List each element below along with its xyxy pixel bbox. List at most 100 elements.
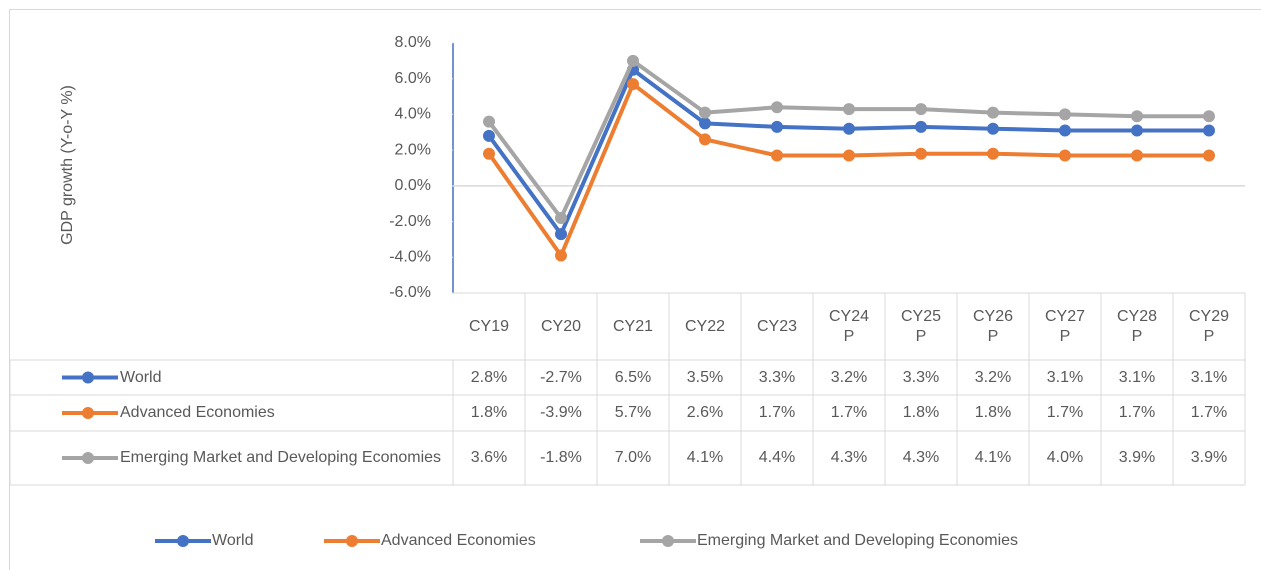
data-point bbox=[483, 147, 495, 160]
value-label: 1.8% bbox=[902, 404, 940, 421]
value-label: 3.1% bbox=[1118, 368, 1156, 386]
value-label: 3.3% bbox=[758, 368, 796, 386]
y-tick-label: -4.0% bbox=[389, 249, 431, 266]
data-point bbox=[1059, 124, 1071, 137]
value-label: 6.5% bbox=[614, 368, 652, 386]
value-label: -1.8% bbox=[540, 449, 582, 466]
data-point bbox=[843, 122, 855, 135]
data-point bbox=[699, 106, 711, 119]
data-point bbox=[555, 212, 567, 224]
data-point bbox=[915, 103, 927, 116]
data-point bbox=[915, 147, 927, 160]
data-point bbox=[1059, 149, 1071, 162]
data-point bbox=[915, 120, 927, 133]
y-tick-label: -2.0% bbox=[389, 213, 431, 230]
value-label: 3.3% bbox=[902, 368, 940, 386]
value-label: 3.9% bbox=[1118, 449, 1156, 466]
data-point bbox=[483, 115, 495, 128]
value-label: 2.8% bbox=[470, 368, 508, 386]
value-label: 1.7% bbox=[1046, 404, 1084, 421]
legend-label: World bbox=[212, 532, 254, 549]
value-label: 4.1% bbox=[686, 449, 724, 466]
data-point bbox=[987, 122, 999, 135]
y-tick-label: 6.0% bbox=[395, 70, 431, 87]
data-point bbox=[555, 249, 567, 262]
data-point bbox=[627, 54, 639, 67]
data-point bbox=[1203, 110, 1215, 123]
data-point bbox=[771, 120, 783, 133]
value-label: 4.3% bbox=[830, 449, 868, 466]
data-point bbox=[843, 103, 855, 116]
data-point bbox=[771, 101, 783, 114]
legend-key-marker bbox=[82, 452, 94, 464]
legend-label: Emerging Market and Developing Economies bbox=[697, 532, 1019, 549]
x-tick-label: CY20 bbox=[540, 317, 582, 335]
x-tick-label: CY28 P bbox=[1116, 307, 1158, 345]
x-tick-label: CY25 P bbox=[900, 307, 942, 345]
data-point bbox=[987, 106, 999, 119]
value-label: 3.1% bbox=[1046, 368, 1084, 386]
y-tick-label: 2.0% bbox=[395, 141, 431, 158]
value-label: 3.2% bbox=[830, 368, 868, 386]
data-point bbox=[699, 133, 711, 146]
x-tick-label: CY27 P bbox=[1044, 307, 1086, 345]
data-point bbox=[555, 228, 567, 241]
value-label: 1.7% bbox=[758, 404, 796, 421]
value-label: 4.0% bbox=[1046, 449, 1084, 466]
y-axis-title: GDP growth (Y-o-Y %) bbox=[59, 85, 76, 245]
legend-marker bbox=[662, 535, 674, 547]
value-label: 7.0% bbox=[614, 449, 652, 466]
y-tick-label: 4.0% bbox=[395, 106, 431, 123]
data-point bbox=[1203, 149, 1215, 162]
x-tick-label: CY24 P bbox=[828, 307, 870, 345]
data-point bbox=[987, 147, 999, 160]
data-point bbox=[1131, 149, 1143, 162]
value-label: 3.5% bbox=[686, 368, 724, 386]
row-label: Emerging Market and Developing Economies bbox=[120, 431, 451, 485]
value-label: 4.4% bbox=[758, 449, 796, 466]
value-label: 3.6% bbox=[470, 449, 508, 466]
row-label: World bbox=[120, 360, 451, 395]
series-name: World bbox=[120, 368, 162, 386]
y-tick-label: -6.0% bbox=[389, 284, 431, 301]
value-label: 4.3% bbox=[902, 449, 940, 466]
data-point bbox=[1203, 124, 1215, 137]
series-name: Advanced Economies bbox=[120, 404, 275, 421]
value-label: 4.1% bbox=[974, 449, 1012, 466]
value-label: 3.2% bbox=[974, 368, 1012, 386]
data-point bbox=[1131, 124, 1143, 137]
y-tick-label: 8.0% bbox=[395, 34, 431, 51]
value-label: 1.7% bbox=[1190, 404, 1228, 421]
legend-marker bbox=[346, 535, 358, 547]
x-tick-label: CY23 bbox=[756, 317, 798, 335]
value-label: 1.8% bbox=[470, 404, 508, 421]
value-label: 5.7% bbox=[614, 404, 652, 421]
value-label: 3.9% bbox=[1190, 449, 1228, 466]
series-name: Emerging Market and Developing Economies bbox=[120, 449, 442, 466]
series-line bbox=[487, 58, 1209, 220]
data-point bbox=[1131, 110, 1143, 123]
legend-key-marker bbox=[82, 371, 94, 384]
value-label: -2.7% bbox=[540, 368, 582, 386]
x-tick-label: CY21 bbox=[612, 317, 654, 335]
value-label: 3.1% bbox=[1190, 368, 1228, 386]
data-point bbox=[771, 149, 783, 162]
legend-marker bbox=[177, 535, 189, 547]
value-label: 2.6% bbox=[686, 404, 724, 421]
value-label: 1.8% bbox=[974, 404, 1012, 421]
x-tick-label: CY26 P bbox=[972, 307, 1014, 345]
row-label: Advanced Economies bbox=[120, 395, 451, 431]
data-point bbox=[699, 117, 711, 130]
chart-border bbox=[9, 9, 1261, 570]
legend-label: Advanced Economies bbox=[381, 532, 536, 549]
value-label: 1.7% bbox=[830, 404, 868, 421]
value-label: 1.7% bbox=[1118, 404, 1156, 421]
value-label: -3.9% bbox=[540, 404, 582, 421]
data-point bbox=[483, 129, 495, 142]
legend-key-marker bbox=[82, 407, 94, 419]
x-tick-label: CY29 P bbox=[1188, 307, 1230, 345]
y-tick-label: 0.0% bbox=[395, 177, 431, 194]
x-tick-label: CY19 bbox=[468, 317, 510, 335]
